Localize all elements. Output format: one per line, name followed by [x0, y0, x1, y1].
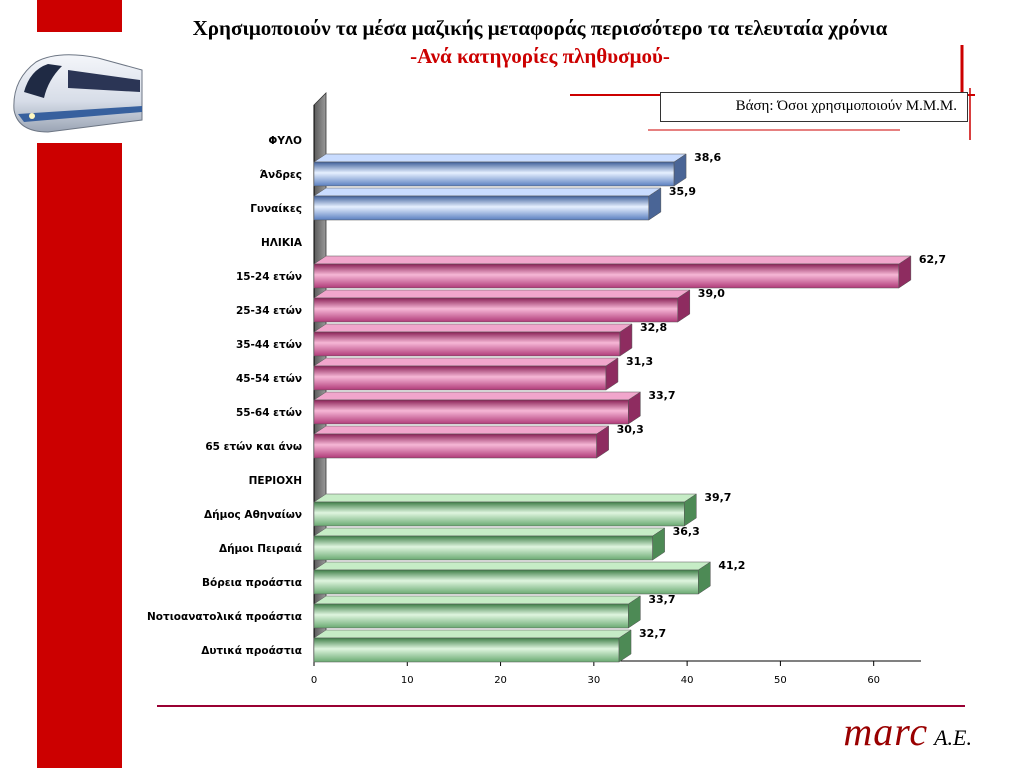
chart-marks: 0 10 20 30 40 50 60 ΦΥΛΟ Άνδρες 38,6 Γυναίκες 35,9 Η…: [147, 135, 946, 686]
x-tick-label: 0: [311, 675, 317, 686]
bar-top-face: [313, 595, 642, 605]
bar-end-face: [628, 595, 641, 629]
bar: [313, 569, 699, 595]
category-label: 45-54 ετών: [236, 373, 302, 385]
bar-end-face: [652, 527, 665, 561]
data-label: 39,0: [698, 287, 725, 300]
data-label: 33,7: [648, 389, 675, 402]
data-label: 41,2: [718, 559, 745, 572]
logo-text: marc: [843, 709, 929, 754]
bar-end-face: [698, 561, 711, 595]
category-heading: ΠΕΡΙΟΧΗ: [249, 475, 302, 487]
bar-end-face: [684, 493, 697, 527]
bar-end-face: [618, 629, 632, 663]
data-label: 36,3: [673, 525, 700, 538]
bar-end-face: [596, 425, 609, 459]
bar: [313, 263, 900, 289]
bar-top-face: [313, 425, 610, 435]
data-label: 31,3: [626, 355, 653, 368]
bar-top-face: [313, 323, 633, 333]
bar-end-face: [677, 289, 691, 323]
x-tick-label: 10: [401, 675, 414, 686]
left-red-bar: [37, 143, 122, 768]
bar-top-face: [313, 153, 687, 163]
x-tick-label: 50: [774, 675, 787, 686]
bar: [313, 365, 607, 391]
bar-end-face: [648, 187, 662, 221]
category-label: Γυναίκες: [250, 203, 302, 215]
train-image: [13, 54, 143, 133]
category-label: 65 ετών και άνω: [205, 441, 302, 453]
category-label: Βόρεια προάστια: [202, 577, 302, 589]
data-label: 38,6: [694, 151, 721, 164]
bar-end-face: [619, 323, 633, 357]
bar: [313, 603, 629, 629]
bar-top-face: [313, 527, 666, 537]
category-label: Δυτικά προάστια: [201, 645, 302, 657]
base-note-box: Βάση: Όσοι χρησιμοποιούν Μ.Μ.Μ.: [660, 92, 968, 122]
category-label: 35-44 ετών: [236, 339, 302, 351]
data-label: 35,9: [669, 185, 696, 198]
bar: [313, 501, 685, 527]
bar-end-face: [605, 357, 619, 391]
data-label: 32,7: [639, 627, 666, 640]
bar-top-face: [313, 629, 632, 639]
data-label: 62,7: [919, 253, 946, 266]
bar-end-face: [673, 153, 687, 187]
base-note: Βάση: Όσοι χρησιμοποιούν Μ.Μ.Μ.: [735, 98, 957, 114]
bar-top-face: [313, 289, 691, 299]
bar-top-face: [313, 357, 619, 367]
bar: [313, 161, 675, 187]
bar-top-face: [313, 561, 712, 571]
category-label: 15-24 ετών: [236, 271, 302, 283]
chart-title: Χρησιμοποιούν τα μέσα μαζικής μεταφοράς …: [192, 16, 888, 40]
category-label: Νοτιοανατολικά προάστια: [147, 611, 302, 623]
x-tick-label: 60: [867, 675, 880, 686]
bar-top-face: [313, 187, 662, 197]
bar-top-face: [313, 255, 912, 265]
data-label: 33,7: [648, 593, 675, 606]
category-heading: ΦΥΛΟ: [268, 135, 302, 147]
data-label: 39,7: [704, 491, 731, 504]
bar-end-face: [628, 391, 641, 425]
bar: [313, 433, 597, 459]
bar: [313, 399, 629, 425]
category-label: 25-34 ετών: [236, 305, 302, 317]
bar: [313, 331, 621, 357]
x-tick-label: 30: [587, 675, 600, 686]
bar: [313, 297, 679, 323]
x-tick-label: 40: [681, 675, 694, 686]
category-label: Άνδρες: [260, 169, 302, 181]
category-label: Δήμος Αθηναίων: [204, 509, 302, 521]
category-label: 55-64 ετών: [236, 407, 302, 419]
bar-top-face: [313, 391, 642, 401]
company-logo: marc Α.Ε.: [843, 708, 972, 755]
bar: [313, 637, 620, 663]
data-label: 30,3: [617, 423, 644, 436]
bar-top-face: [313, 493, 698, 503]
data-label: 32,8: [640, 321, 667, 334]
category-label: Δήμοι Πειραιά: [219, 543, 302, 555]
chart-subtitle: -Ανά κατηγορίες πληθυσμού-: [410, 44, 670, 68]
category-heading: ΗΛΙΚΙΑ: [261, 237, 303, 249]
left-red-bar-top: [37, 0, 122, 32]
bar: [313, 535, 653, 561]
logo-suffix: Α.Ε.: [934, 725, 972, 750]
bar-end-face: [898, 255, 912, 289]
bar: [313, 195, 650, 221]
x-tick-label: 20: [494, 675, 507, 686]
